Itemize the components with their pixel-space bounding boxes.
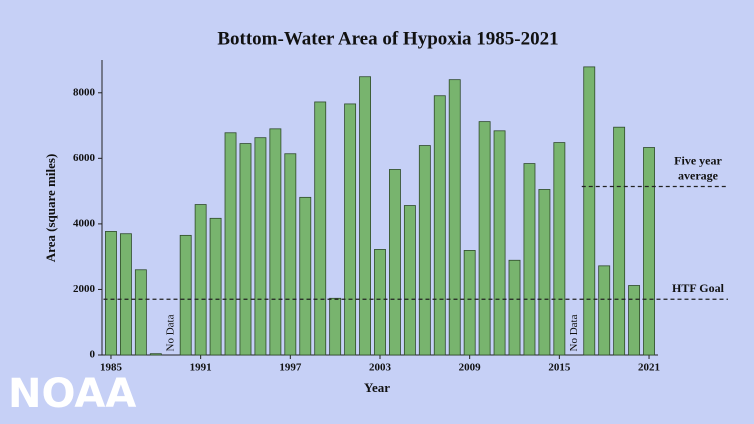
bar	[538, 189, 551, 356]
y-axis-label: Area (square miles)	[43, 154, 58, 263]
bar	[508, 259, 521, 356]
reference-label: HTF Goal	[672, 281, 725, 295]
bar	[463, 250, 476, 356]
bar	[329, 297, 342, 356]
bar	[149, 353, 162, 356]
bar	[553, 142, 566, 356]
no-data-annotation: No Data	[568, 314, 580, 351]
bar	[134, 269, 147, 356]
bar	[613, 126, 626, 356]
bar	[478, 121, 491, 356]
bar	[433, 95, 446, 356]
bar	[299, 196, 312, 356]
y-tick-label: 6000	[73, 152, 96, 164]
y-tick-label: 0	[90, 349, 96, 361]
bar	[583, 66, 596, 356]
bar	[284, 153, 297, 356]
no-data-annotation: No Data	[164, 314, 176, 351]
bar	[105, 231, 117, 356]
y-tick-label: 4000	[73, 217, 96, 229]
bar	[359, 76, 371, 356]
bar	[418, 145, 431, 356]
x-tick-label: 2021	[638, 362, 660, 374]
bar	[224, 132, 237, 356]
bar	[254, 137, 267, 356]
bar	[598, 265, 611, 356]
bar	[523, 163, 536, 356]
bar	[119, 233, 132, 356]
bar	[643, 147, 655, 356]
bar	[179, 234, 192, 356]
x-tick-label: 2003	[369, 362, 392, 374]
bar	[314, 101, 327, 356]
x-axis-label: Year	[364, 380, 390, 395]
y-tick-label: 2000	[73, 283, 96, 295]
bar	[374, 249, 386, 356]
x-tick-label: 2015	[548, 362, 571, 374]
reference-label: average	[678, 168, 719, 182]
bar	[403, 205, 416, 356]
x-tick-label: 1991	[190, 362, 212, 374]
bar	[194, 204, 207, 356]
bar	[239, 143, 252, 356]
chart-title: Bottom-Water Area of Hypoxia 1985-2021	[217, 28, 558, 49]
x-tick-label: 1997	[279, 362, 302, 374]
bar	[344, 103, 357, 356]
bar	[209, 217, 222, 356]
bar	[493, 130, 506, 356]
y-tick-label: 8000	[73, 86, 96, 98]
bar	[448, 79, 461, 356]
reference-label: Five year	[674, 153, 722, 167]
x-tick-label: 2009	[459, 362, 482, 374]
bar	[269, 128, 282, 356]
x-tick-label: 1985	[100, 362, 123, 374]
bar	[389, 169, 401, 356]
watermark: NOAA	[8, 371, 136, 417]
bar	[628, 285, 641, 356]
